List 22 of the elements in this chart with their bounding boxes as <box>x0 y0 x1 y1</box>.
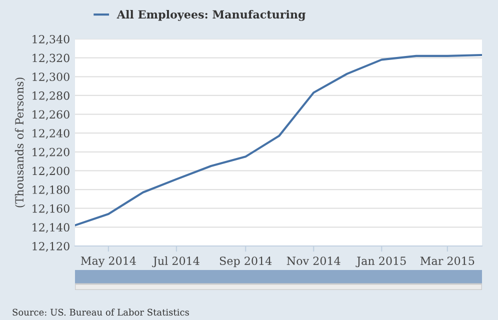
x-tick-label: May 2014 <box>80 256 136 268</box>
legend-label: All Employees: Manufacturing <box>116 10 306 21</box>
y-tick-label: 12,300 <box>32 72 70 82</box>
y-tick-label: 12,220 <box>32 148 70 158</box>
y-tick-label: 12,120 <box>32 242 70 252</box>
y-tick-label: 12,340 <box>32 34 70 45</box>
x-tick-label: Sep 2014 <box>220 256 272 268</box>
line-series <box>75 54 482 226</box>
x-tick-label: Nov 2014 <box>286 256 340 266</box>
y-tick-label: 12,240 <box>32 129 70 139</box>
y-axis-title: (Thousands of Persons) <box>14 78 26 208</box>
y-tick-label: 12,160 <box>32 204 70 214</box>
y-tick-label: 12,260 <box>32 110 70 120</box>
source-note: Source: US. Bureau of Labor Statistics <box>12 308 189 316</box>
x-tick-label: Mar 2015 <box>420 256 474 266</box>
y-tick-label: 12,200 <box>32 166 70 176</box>
x-tick-label: Jan 2015 <box>356 256 406 268</box>
y-tick-label: 12,140 <box>32 223 70 233</box>
y-tick-label: 12,320 <box>32 54 70 64</box>
x-tick-label: Jul 2014 <box>152 256 200 268</box>
y-tick-label: 12,280 <box>32 91 70 102</box>
y-tick-label: 12,180 <box>32 186 70 196</box>
